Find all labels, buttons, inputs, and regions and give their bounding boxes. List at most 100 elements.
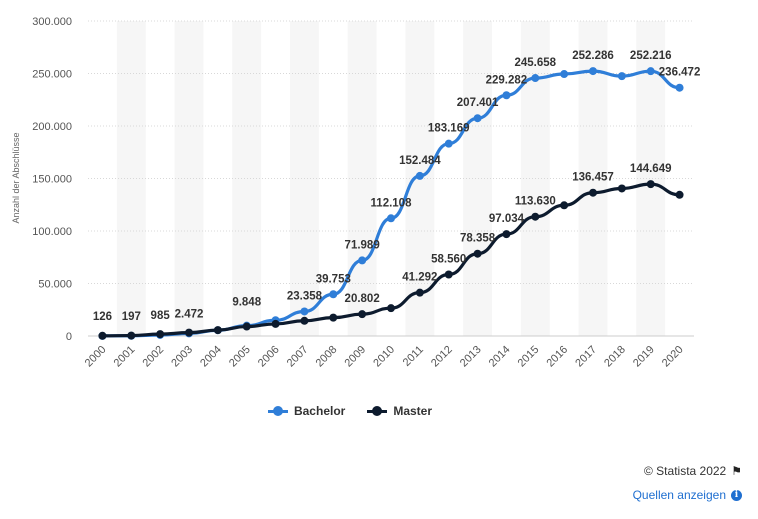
data-point-bachelor[interactable] <box>300 307 309 316</box>
x-tick-label: 2015 <box>516 344 542 370</box>
data-point-master[interactable] <box>473 249 482 258</box>
copyright-text: © Statista 2022 <box>644 464 727 478</box>
data-label-bachelor: 252.286 <box>572 50 614 62</box>
data-point-master[interactable] <box>242 322 251 331</box>
data-point-bachelor[interactable] <box>415 171 424 180</box>
data-point-master[interactable] <box>531 212 540 221</box>
data-point-master[interactable] <box>329 313 338 322</box>
data-label-bachelor: 39.753 <box>316 273 351 285</box>
data-point-master[interactable] <box>185 328 193 337</box>
x-tick-label: 2020 <box>660 344 686 370</box>
x-tick-label: 2006 <box>256 344 282 370</box>
band-2003 <box>174 21 204 336</box>
x-tick-label: 2016 <box>544 344 570 370</box>
y-tick-label: 200.000 <box>32 121 72 133</box>
data-label-master: 41.292 <box>402 272 437 284</box>
legend-item-master[interactable]: Master <box>367 404 432 418</box>
y-axis-label: Anzahl der Abschlüsse <box>11 132 21 223</box>
data-point-master[interactable] <box>271 319 280 328</box>
x-tick-label: 2014 <box>487 344 513 370</box>
x-tick-label: 2007 <box>285 344 311 370</box>
data-point-bachelor[interactable] <box>589 67 597 76</box>
sources-link-text: Quellen anzeigen <box>632 488 726 502</box>
data-label-master: 78.358 <box>460 233 496 245</box>
data-point-master[interactable] <box>98 331 107 340</box>
chart: 0 50.000 100.000 150.000 200.000 250.000 300.0… <box>11 16 701 370</box>
data-label-bachelor: 207.401 <box>457 97 499 109</box>
legend-item-bachelor[interactable]: Bachelor <box>267 404 346 418</box>
x-tick-label: 2018 <box>602 344 628 370</box>
data-point-master[interactable] <box>560 201 569 210</box>
data-point-master[interactable] <box>127 331 136 340</box>
data-point-bachelor[interactable] <box>444 139 453 148</box>
data-point-bachelor[interactable] <box>675 83 684 92</box>
data-point-master[interactable] <box>589 188 597 197</box>
data-label-master: 113.630 <box>515 196 556 208</box>
copyright: © Statista 2022 ⚑ <box>644 464 742 478</box>
data-label-bachelor: 183.169 <box>428 123 470 135</box>
x-tick-label: 2011 <box>401 344 426 369</box>
x-tick-label: 2001 <box>112 344 138 370</box>
data-point-bachelor[interactable] <box>531 74 540 83</box>
data-label-bachelor: 985 <box>151 310 171 322</box>
data-point-bachelor[interactable] <box>473 114 482 123</box>
x-tick-label: 2017 <box>573 344 599 370</box>
x-tick-label: 2019 <box>631 344 657 370</box>
data-point-bachelor[interactable] <box>617 72 626 81</box>
data-point-bachelor[interactable] <box>502 91 511 100</box>
sources-link[interactable]: Quellen anzeigen i <box>633 488 742 502</box>
info-icon: i <box>731 489 742 501</box>
data-label-bachelor: 236.472 <box>659 67 701 79</box>
data-label-bachelor: 112.108 <box>371 197 413 209</box>
legend-label-bachelor: Bachelor <box>293 404 346 418</box>
y-tick-label: 300.000 <box>32 16 72 28</box>
data-point-bachelor[interactable] <box>329 290 338 299</box>
data-label-bachelor: 229.282 <box>486 74 528 86</box>
x-tick-label: 2009 <box>342 344 368 370</box>
data-point-master[interactable] <box>156 330 165 339</box>
x-tick-label: 2013 <box>458 344 484 370</box>
data-point-master[interactable] <box>617 184 626 193</box>
data-point-master[interactable] <box>646 180 655 189</box>
flag-icon[interactable]: ⚑ <box>731 464 742 478</box>
x-tick-label: 2012 <box>429 344 455 370</box>
legend: Bachelor Master <box>0 404 700 418</box>
x-axis-ticks: 2000 2001 2002 2003 2004 2005 2006 2007 2008 2009… <box>83 344 686 370</box>
data-point-master[interactable] <box>358 310 367 319</box>
data-label-bachelor: 2.472 <box>175 308 204 320</box>
x-tick-label: 2004 <box>198 344 224 370</box>
data-label-bachelor: 9.848 <box>232 297 261 309</box>
x-tick-label: 2002 <box>140 344 166 370</box>
y-tick-label: 50.000 <box>38 279 72 291</box>
data-point-master[interactable] <box>502 230 511 239</box>
data-label-master: 58.560 <box>431 254 466 266</box>
y-tick-label: 0 <box>66 331 72 343</box>
data-label-bachelor: 197 <box>122 311 141 323</box>
data-label-master: 144.649 <box>630 163 672 175</box>
data-labels: 126 197 985 2.472 9.848 23.358 39.753 71.989 112… <box>93 50 701 323</box>
data-label-bachelor: 126 <box>93 311 112 323</box>
data-label-master: 97.034 <box>489 213 525 225</box>
data-label-master: 20.802 <box>345 293 380 305</box>
y-tick-label: 250.000 <box>32 69 72 81</box>
data-point-bachelor[interactable] <box>387 214 395 223</box>
data-point-master[interactable] <box>675 190 684 199</box>
y-tick-label: 150.000 <box>32 174 72 186</box>
x-tick-label: 2010 <box>371 344 397 370</box>
data-label-bachelor: 152.484 <box>399 155 441 167</box>
data-point-bachelor[interactable] <box>560 70 569 79</box>
data-point-master[interactable] <box>387 304 395 313</box>
x-tick-label: 2000 <box>83 344 109 370</box>
data-point-bachelor[interactable] <box>358 256 367 265</box>
data-point-master[interactable] <box>415 288 424 297</box>
x-tick-label: 2005 <box>227 344 253 370</box>
legend-marker-master-icon <box>367 405 388 416</box>
data-label-master: 136.457 <box>572 172 614 184</box>
legend-marker-bachelor-icon <box>267 405 288 416</box>
data-point-master[interactable] <box>300 316 309 325</box>
data-point-master[interactable] <box>444 270 453 279</box>
data-label-bachelor: 23.358 <box>287 290 323 302</box>
data-label-bachelor: 245.658 <box>514 57 556 69</box>
data-point-master[interactable] <box>213 326 222 335</box>
data-point-bachelor[interactable] <box>646 67 655 76</box>
